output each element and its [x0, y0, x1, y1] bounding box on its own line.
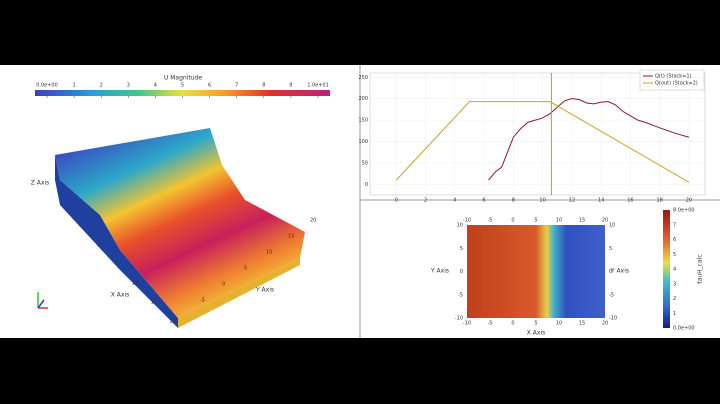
plot-area	[369, 72, 706, 196]
tick-label: 10	[556, 218, 562, 224]
tick-label: 20	[602, 218, 608, 224]
tick-label: 2	[100, 83, 103, 89]
tick-label: 15	[151, 300, 157, 306]
tick-label: 7	[673, 222, 676, 228]
tick-label: 20	[686, 198, 692, 204]
tick-label: 18	[656, 198, 662, 204]
tick-label: -5	[488, 218, 493, 224]
axis-label: X Axis	[527, 330, 545, 337]
tick-label: 250	[358, 75, 368, 81]
terrain-surface	[55, 128, 305, 318]
tick-label: 10	[132, 281, 138, 287]
tick-label: -10	[463, 321, 471, 327]
tick-label: 1.0e+01	[307, 83, 329, 89]
tick-label: 8	[262, 83, 265, 89]
tick-label: 0	[395, 198, 398, 204]
tick-label: 5	[116, 262, 119, 268]
tick-label: 0	[511, 321, 514, 327]
tick-label: 10	[266, 250, 272, 256]
tick-label: 0	[511, 218, 514, 224]
terrain-side	[55, 155, 178, 328]
legend-label: Q(out) (Stack=2)	[655, 81, 698, 87]
tick-label: -10	[609, 316, 617, 322]
tick-label: -5	[609, 292, 614, 298]
tick-label: 7	[235, 83, 238, 89]
tick-label: 10	[609, 223, 615, 229]
tick-label: 0	[460, 269, 463, 275]
tick-label: 5	[534, 218, 537, 224]
tick-label: 0	[97, 243, 100, 249]
slice-image	[467, 225, 605, 318]
tick-label: 4	[453, 198, 456, 204]
tick-label: 0	[365, 182, 368, 188]
line-series	[488, 98, 690, 181]
tick-label: 5	[460, 246, 463, 252]
tick-label: 0	[222, 282, 225, 288]
tick-label: 4	[673, 267, 676, 273]
tick-label: 6	[673, 237, 676, 243]
orientation-axes	[37, 292, 48, 309]
tick-label: 0.0e+00	[36, 83, 58, 89]
tick-label: 15	[288, 234, 294, 240]
tick-label: 200	[358, 96, 368, 102]
tick-label: 0	[609, 269, 612, 275]
legend	[639, 69, 705, 91]
tick-label: -5	[200, 298, 205, 304]
line-series	[395, 101, 690, 183]
tick-label: 3	[127, 83, 130, 89]
axis-label: Y Axis	[430, 268, 449, 275]
axis-label: Z Axis	[31, 180, 49, 187]
tick-label: 10	[556, 321, 562, 327]
colorbar	[663, 210, 670, 328]
axis-label: X Axis	[111, 292, 129, 299]
tick-label: 15	[579, 321, 585, 327]
tick-label: 20	[170, 319, 176, 325]
tick-label: 15	[579, 218, 585, 224]
tick-label: 5	[609, 246, 612, 252]
tick-label: 8	[512, 198, 515, 204]
colorbar-title: tauH_calc	[697, 254, 704, 283]
colorbar-title: U Magnitude	[164, 75, 202, 82]
tick-label: 9	[289, 83, 292, 89]
tick-label: 1	[73, 83, 76, 89]
tick-label: 12	[569, 198, 575, 204]
tick-label: 20	[310, 218, 316, 224]
tick-label: 3	[673, 281, 676, 287]
tick-label: 1	[673, 311, 676, 317]
tick-label: 8.0e+00	[673, 208, 695, 214]
tick-label: 2	[424, 198, 427, 204]
tick-label: 16	[627, 198, 633, 204]
tick-label: 50	[362, 160, 368, 166]
tick-label: 5	[673, 252, 676, 258]
tick-label: 6	[208, 83, 211, 89]
tick-label: 5	[534, 321, 537, 327]
tick-label: 14	[598, 198, 604, 204]
axis-label: Y Axis	[610, 268, 629, 275]
tick-label: 20	[602, 321, 608, 327]
tick-label: -10	[463, 218, 471, 224]
tick-label: 10	[457, 223, 463, 229]
tick-label: -5	[458, 292, 463, 298]
tick-label: 2	[673, 296, 676, 302]
colorbar	[35, 90, 330, 96]
tick-label: 5	[244, 266, 247, 272]
legend-label: Q(t) (Stack=1)	[655, 74, 692, 80]
terrain-front	[178, 258, 300, 328]
tick-label: 10	[539, 198, 545, 204]
tick-label: -10	[455, 316, 463, 322]
tick-label: 4	[154, 83, 157, 89]
tick-label: 100	[358, 139, 368, 145]
tick-label: 6	[483, 198, 486, 204]
tick-label: 150	[358, 118, 368, 124]
tick-label: -5	[488, 321, 493, 327]
tick-label: 5	[181, 83, 184, 89]
tick-label: 0.0e+00	[673, 326, 695, 332]
axis-label: Y Axis	[255, 287, 274, 294]
